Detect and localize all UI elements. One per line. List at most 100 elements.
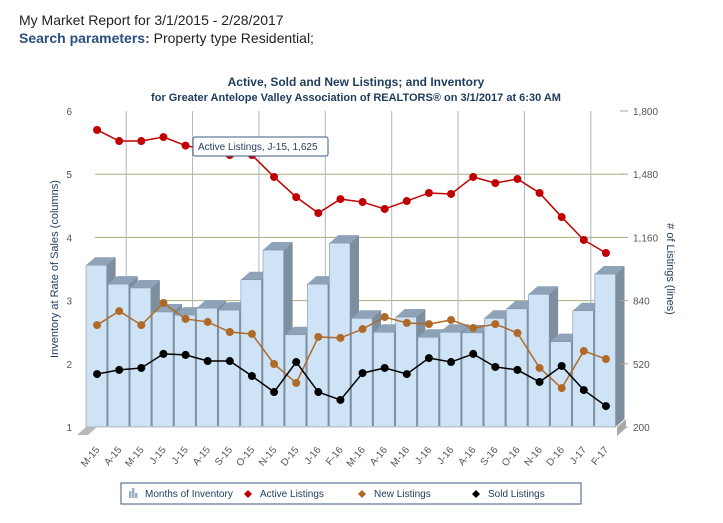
legend-marker-icon [472,490,480,498]
bar [439,331,461,428]
x-tick-label: D-16 [545,445,568,469]
series-line [96,129,607,254]
data-point [292,378,301,387]
data-point [137,321,146,330]
data-point [203,357,212,366]
bar-top [351,310,382,319]
data-point [225,357,234,366]
data-point [93,125,102,134]
data-point [469,349,478,358]
y-tick-label: 5 [66,170,72,181]
x-tick-label: S-15 [213,445,235,469]
x-tick-label: F-16 [324,445,346,468]
data-point [447,189,456,198]
bar-top [196,300,227,309]
data-point [270,172,279,181]
data-point [601,249,610,258]
bar-top [440,324,470,333]
x-tick-label: A-16 [368,445,390,469]
data-point [336,395,345,404]
data-point [402,318,411,327]
bar-top [108,276,138,285]
x-tick-label: M-15 [79,445,102,470]
data-point [93,370,102,379]
data-point [137,137,146,146]
x-tick-label: S-16 [479,445,501,469]
x-tick-label: A-16 [456,445,478,469]
bar [572,310,594,428]
data-point [380,363,389,372]
bar-series [85,235,625,428]
data-point [358,369,367,378]
data-point [579,386,588,395]
data-point [535,377,544,386]
legend-marker-icon [358,490,366,498]
bar [528,293,550,428]
bar [129,287,152,428]
data-point [115,307,124,316]
data-point [93,321,102,330]
data-point [358,325,367,334]
bar-top [86,257,116,266]
legend-bar-icon-part [129,491,132,498]
data-point [447,315,456,324]
data-point [601,355,610,364]
data-point [159,133,168,142]
y-tick-label: 3 [66,297,72,308]
chart-subtitle: for Greater Antelope Valley Association … [151,92,561,104]
legend-label: Sold Listings [488,489,545,500]
x-tick-label: A-15 [102,445,124,469]
x-tick-label: J-15 [170,445,191,467]
legend-bar-icon-part [132,488,135,498]
bar [373,331,395,428]
data-point [601,402,610,411]
data-point [469,324,478,333]
data-point [491,320,500,329]
bar [483,317,506,428]
x-tick-label: J-15 [148,445,169,467]
x-tick-label: J-17 [568,445,589,467]
data-point [579,235,588,244]
y2-tick-label: 520 [633,360,650,371]
y2-tick-label: 1,480 [633,170,658,181]
data-point [181,350,190,359]
left-axis-title: Inventory at Rate of Sales (columns) [49,180,61,358]
x-tick-label: O-16 [500,445,523,469]
data-point [181,141,190,150]
x-tick-label: J-16 [435,445,456,467]
bar-top [395,309,426,318]
x-tick-label: A-15 [191,445,213,469]
data-point [557,213,566,222]
data-point [535,188,544,197]
bar-top [329,235,359,244]
y2-tick-label: 1,160 [633,233,658,244]
data-point [247,372,256,381]
data-point [535,363,544,372]
data-point [137,363,146,372]
data-point [491,179,500,188]
data-point [424,320,433,329]
y-tick-label: 1 [66,423,72,434]
line-series [93,125,610,411]
bar-top [594,266,625,275]
x-tick-label: M-15 [124,445,147,470]
bar [174,314,196,428]
data-point [447,358,456,367]
bar [240,279,262,428]
legend-bar-icon [129,488,138,498]
x-tick-label: M-16 [389,445,412,470]
legend: Months of Inventory Active Listings New Li… [120,482,582,505]
data-point [203,317,212,326]
data-point [513,174,522,183]
y-tick-label: 4 [66,233,72,244]
bar [85,264,107,428]
x-tick-label: O-15 [235,445,258,469]
data-point [115,365,124,374]
chart-title: Active, Sold and New Listings; and Inven… [228,75,485,89]
data-point [424,188,433,197]
floor-left [77,427,97,435]
data-point [181,314,190,323]
data-point [247,329,256,338]
data-point [380,204,389,213]
